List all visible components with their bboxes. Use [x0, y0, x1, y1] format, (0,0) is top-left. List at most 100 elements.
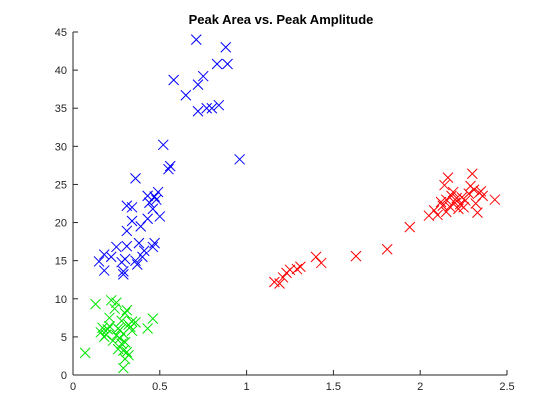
- data-point: [444, 201, 456, 212]
- data-point: [458, 201, 469, 213]
- y-axis: 0 5 10 15 20 25 30 35 40 45: [55, 27, 78, 382]
- y-tick-label: 0: [61, 370, 67, 382]
- data-point: [157, 139, 169, 151]
- data-point: [147, 241, 159, 253]
- data-point: [111, 241, 122, 253]
- data-point: [168, 74, 180, 86]
- data-point: [130, 255, 141, 267]
- data-point: [180, 89, 192, 101]
- data-point: [79, 347, 91, 359]
- data-point: [116, 338, 127, 350]
- x-axis: 0 0.5 1 1.5 2 2.5: [70, 370, 515, 393]
- data-point: [119, 353, 131, 365]
- data-point: [133, 237, 145, 249]
- data-point: [104, 312, 115, 324]
- data-point: [130, 317, 141, 328]
- data-point: [154, 211, 166, 222]
- chart-title: Peak Area vs. Peak Amplitude: [189, 12, 374, 27]
- x-tick-label: 2: [417, 381, 423, 393]
- data-point: [107, 335, 119, 347]
- series-3: [269, 168, 501, 289]
- data-point: [117, 265, 129, 277]
- data-point: [117, 269, 129, 280]
- data-point: [142, 323, 154, 334]
- data-point: [147, 313, 159, 324]
- data-point: [121, 304, 133, 316]
- data-point: [119, 307, 131, 319]
- y-tick-label: 35: [55, 103, 67, 115]
- data-point: [295, 261, 306, 273]
- data-point: [102, 323, 114, 335]
- data-point: [213, 99, 225, 111]
- data-point: [211, 58, 223, 70]
- data-point: [142, 213, 154, 225]
- plot-markers: [79, 34, 501, 374]
- x-tick-label: 0.5: [152, 381, 167, 393]
- data-point: [463, 188, 475, 199]
- data-point: [109, 303, 121, 315]
- data-point: [149, 191, 160, 202]
- x-tick-label: 0: [70, 381, 76, 393]
- data-point: [116, 315, 127, 327]
- data-point: [137, 251, 148, 263]
- data-point: [126, 325, 138, 337]
- data-point: [315, 257, 327, 269]
- y-tick-label: 30: [55, 141, 67, 153]
- data-point: [190, 34, 202, 45]
- data-point: [105, 294, 117, 306]
- data-point: [104, 320, 115, 332]
- series-2: [79, 294, 159, 374]
- data-point: [98, 265, 110, 276]
- data-point: [121, 240, 133, 252]
- data-point: [117, 362, 129, 374]
- data-point: [477, 190, 489, 202]
- data-point: [138, 245, 150, 257]
- data-point: [144, 197, 155, 209]
- series-1: [93, 34, 246, 280]
- data-point: [201, 102, 213, 114]
- data-point: [119, 253, 131, 265]
- y-tick-label: 5: [61, 332, 67, 344]
- data-point: [440, 206, 452, 218]
- data-point: [489, 194, 501, 206]
- y-tick-label: 25: [55, 179, 67, 191]
- data-point: [350, 250, 362, 262]
- data-point: [150, 194, 162, 206]
- data-point: [131, 259, 143, 270]
- data-point: [234, 153, 246, 165]
- y-tick-label: 20: [55, 218, 67, 230]
- data-point: [119, 336, 131, 348]
- data-point: [472, 207, 483, 219]
- data-point: [459, 195, 471, 206]
- data-point: [291, 263, 303, 275]
- y-tick-label: 10: [55, 294, 67, 306]
- data-point: [164, 160, 176, 172]
- data-point: [310, 251, 322, 263]
- data-point: [126, 316, 138, 327]
- data-point: [381, 243, 393, 255]
- x-tick-label: 1: [244, 381, 250, 393]
- data-point: [192, 105, 204, 117]
- data-point: [432, 209, 443, 221]
- y-tick-label: 40: [55, 65, 67, 77]
- data-point: [152, 186, 164, 198]
- data-point: [274, 278, 285, 289]
- data-point: [126, 215, 138, 227]
- data-point: [121, 346, 133, 358]
- data-point: [197, 70, 209, 82]
- data-point: [98, 249, 110, 260]
- data-point: [90, 298, 101, 310]
- data-point: [111, 297, 122, 308]
- x-tick-label: 1.5: [326, 381, 341, 393]
- y-tick-label: 45: [55, 27, 67, 39]
- data-point: [121, 225, 133, 237]
- data-point: [404, 221, 416, 233]
- data-point: [428, 205, 440, 216]
- data-point: [130, 172, 141, 184]
- data-point: [468, 184, 480, 196]
- data-point: [126, 201, 138, 213]
- data-point: [220, 41, 232, 53]
- data-point: [206, 102, 218, 114]
- data-point: [163, 163, 174, 175]
- y-tick-label: 15: [55, 256, 67, 268]
